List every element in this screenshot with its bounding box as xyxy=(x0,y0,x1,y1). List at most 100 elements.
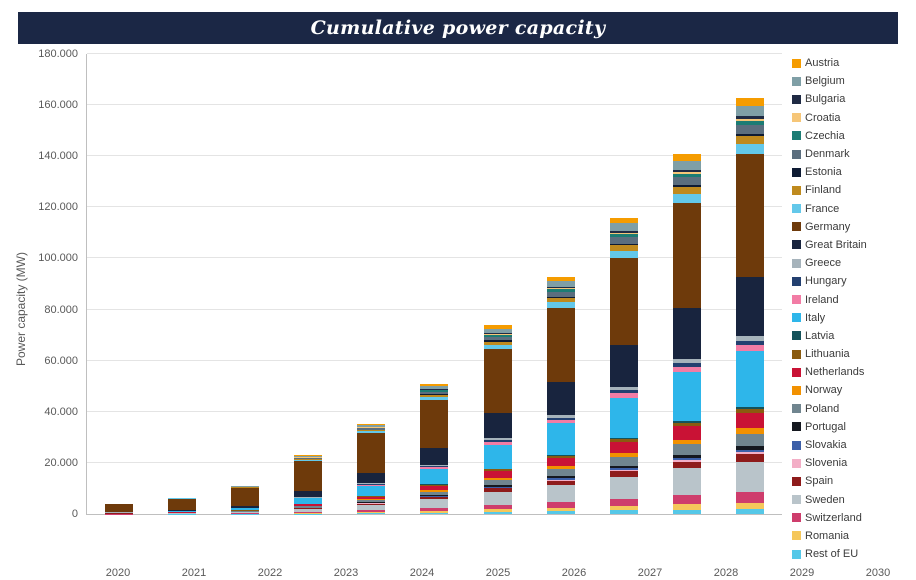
segment-great-britain xyxy=(420,448,449,465)
segment-bulgaria xyxy=(609,230,638,233)
segment-great-britain xyxy=(735,276,764,336)
segment-poland xyxy=(546,469,575,477)
legend-swatch xyxy=(792,458,801,468)
segment-denmark xyxy=(609,237,638,244)
segment-ireland xyxy=(294,497,323,499)
segment-sweden xyxy=(672,468,701,496)
segment-germany xyxy=(672,202,701,308)
segment-czechia xyxy=(672,174,701,178)
legend-label: Hungary xyxy=(805,275,847,288)
segment-spain xyxy=(420,497,449,500)
legend-label: Greece xyxy=(805,257,842,270)
segment-germany xyxy=(546,307,575,383)
legend-label: Portugal xyxy=(805,420,846,433)
segment-latvia xyxy=(483,468,512,470)
segment-germany xyxy=(483,349,512,414)
segment-croatia xyxy=(735,118,764,122)
legend-item-great-britain: Great Britain xyxy=(792,236,910,254)
segment-norway xyxy=(609,452,638,457)
segment-belgium xyxy=(672,160,701,170)
segment-great-britain xyxy=(294,491,323,498)
legend-label: Bulgaria xyxy=(805,93,846,106)
segment-romania xyxy=(357,512,386,514)
segment-rest-of-eu xyxy=(420,512,449,514)
segment-greece xyxy=(357,483,386,484)
segment-norway xyxy=(735,428,764,434)
segment-norway xyxy=(420,490,449,492)
segment-slovakia xyxy=(609,468,638,470)
segment-slovakia xyxy=(672,458,701,461)
x-tick-label: 2022 xyxy=(257,567,283,580)
segment-poland xyxy=(420,491,449,496)
gridline xyxy=(87,53,782,54)
segment-croatia xyxy=(672,171,701,175)
segment-italy xyxy=(735,351,764,408)
segment-italy xyxy=(105,512,133,514)
segment-denmark xyxy=(735,124,764,134)
legend-swatch xyxy=(792,367,801,377)
legend-swatch xyxy=(792,222,801,232)
legend-swatch xyxy=(792,440,801,450)
legend-swatch xyxy=(792,422,801,432)
legend-swatch xyxy=(792,404,801,414)
legend-item-ireland: Ireland xyxy=(792,290,910,308)
segment-norway xyxy=(546,466,575,470)
x-tick-label: 2024 xyxy=(409,567,435,580)
bar-2029 xyxy=(672,54,701,514)
segment-italy xyxy=(672,372,701,422)
legend-label: Denmark xyxy=(805,148,850,161)
x-axis-labels: 2020 2021 2022 2023 2024 2025 2026 2027 2028 2029… xyxy=(86,567,910,579)
legend-label: Lithuania xyxy=(805,348,850,361)
segment-netherlands xyxy=(735,413,764,429)
segment-finland xyxy=(420,394,449,397)
bar-2030 xyxy=(735,54,764,514)
segment-bulgaria xyxy=(420,389,449,390)
segment-rest-of-eu xyxy=(483,511,512,514)
segment-belgium xyxy=(546,280,575,287)
segment-netherlands xyxy=(546,457,575,467)
legend-swatch xyxy=(792,149,801,159)
legend-swatch xyxy=(792,476,801,486)
legend-swatch xyxy=(792,185,801,195)
segment-denmark xyxy=(294,457,323,459)
legend-label: Belgium xyxy=(805,75,845,88)
segment-portugal xyxy=(672,455,701,459)
segment-portugal xyxy=(420,495,449,497)
segment-estonia xyxy=(609,243,638,246)
legend-label: Italy xyxy=(805,311,826,324)
segment-italy xyxy=(420,468,449,485)
y-axis-title: Power capacity (MW) xyxy=(14,251,28,366)
segment-great-britain xyxy=(672,307,701,359)
segment-croatia xyxy=(420,389,449,391)
legend-label: Slovenia xyxy=(805,457,848,470)
segment-latvia xyxy=(735,407,764,410)
legend-swatch xyxy=(792,513,801,523)
segment-estonia xyxy=(735,133,764,137)
segment-ireland xyxy=(672,366,701,373)
segment-austria xyxy=(546,276,575,281)
gridline xyxy=(87,206,782,208)
y-tick-labels: 0 20.000 40.000 60.000 80.000 100.000 120.000 1… xyxy=(32,48,86,520)
legend-label: Sweden xyxy=(805,493,845,506)
segment-belgium xyxy=(294,456,323,458)
segment-portugal xyxy=(546,476,575,479)
segment-germany xyxy=(735,154,764,277)
legend-label: Netherlands xyxy=(805,366,865,379)
segment-croatia xyxy=(546,288,575,290)
legend-swatch xyxy=(792,94,801,104)
segment-latvia xyxy=(420,484,449,485)
segment-greece xyxy=(546,414,575,418)
segment-lithuania xyxy=(357,495,386,497)
gridline xyxy=(87,104,782,106)
segment-switzerland xyxy=(294,511,323,513)
segment-spain xyxy=(609,471,638,477)
segment-finland xyxy=(294,459,323,460)
segment-sweden xyxy=(357,504,386,511)
gridline xyxy=(87,155,782,157)
legend-label: Czechia xyxy=(805,129,845,142)
segment-bulgaria xyxy=(672,169,701,172)
segment-romania xyxy=(294,512,323,514)
segment-portugal xyxy=(483,485,512,487)
segment-great-britain xyxy=(546,382,575,415)
segment-ireland xyxy=(483,441,512,445)
